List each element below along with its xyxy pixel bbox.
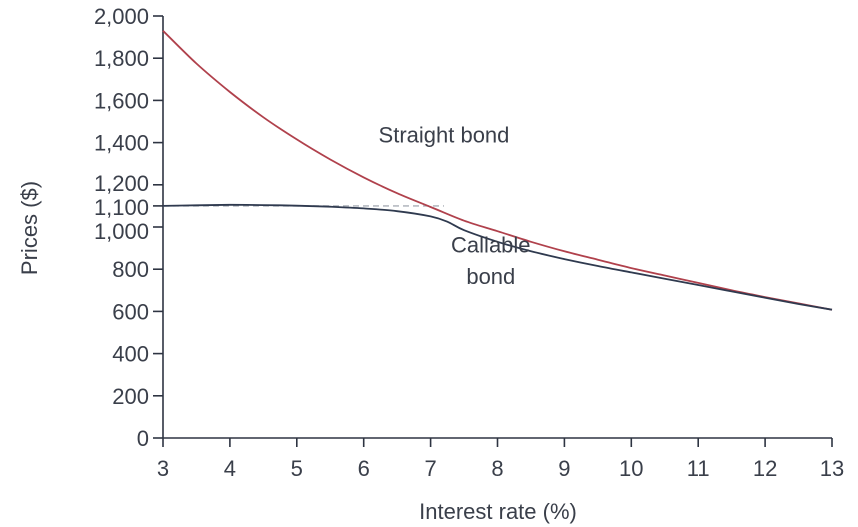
x-axis-title: Interest rate (%) [419,499,577,524]
y-tick-label: 1,200 [94,171,149,196]
y-tick-label: 1,800 [94,46,149,71]
straight-bond-label: Straight bond [379,123,510,148]
x-tick-label: 6 [358,456,370,481]
series-layer [162,30,833,311]
x-axis: 3 4 5 6 7 8 9 10 11 12 13 [157,437,844,481]
y-tick-label: 600 [112,299,149,324]
x-tick-label: 5 [291,456,303,481]
y-tick-label: 1,000 [94,219,149,244]
y-tick-label: 0 [137,426,149,451]
x-tick-label: 7 [424,456,436,481]
x-tick-label: 9 [558,456,570,481]
x-tick-label: 12 [753,456,777,481]
x-tick-label: 3 [157,456,169,481]
x-tick-label: 11 [687,456,710,481]
callable-bond-label-line1: Callable [451,232,531,257]
x-tick-label: 13 [820,456,844,481]
y-tick-label: 200 [112,384,149,409]
y-tick-label: 1,400 [94,131,149,156]
y-tick-label: 1,600 [94,88,149,113]
x-tick-label: 8 [491,456,503,481]
callable-bond-line [162,203,833,311]
y-axis-title: Prices ($) [17,181,42,275]
x-tick-label: 4 [224,456,236,481]
straight-bond-line [162,30,833,311]
annotation-layer: Straight bond Callable bond [379,123,531,289]
y-tick-label: 2,000 [94,4,149,29]
y-tick-label: 1,100 [94,195,149,220]
y-tick-label: 800 [112,257,149,282]
y-tick-label: 400 [112,342,149,367]
callable-bond-label-line2: bond [466,264,515,289]
x-tick-label: 10 [619,456,643,481]
